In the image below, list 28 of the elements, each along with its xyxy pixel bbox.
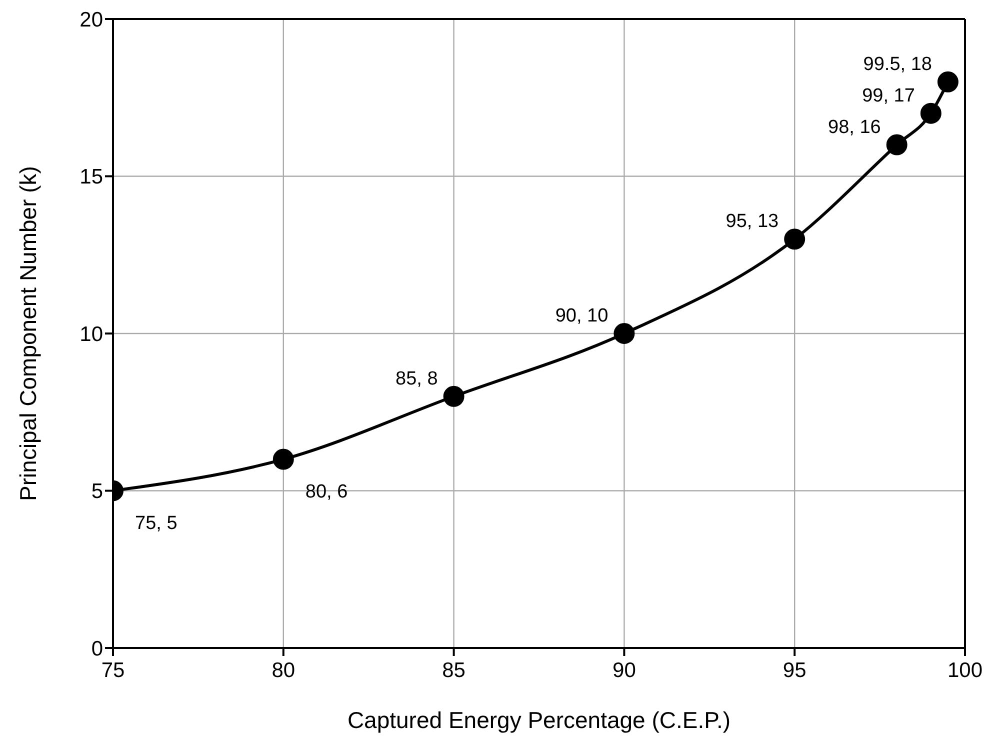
x-tick-label: 95	[782, 658, 806, 682]
point	[443, 386, 464, 407]
x-tick-label: 80	[272, 658, 296, 682]
data-label: 95, 13	[726, 211, 779, 232]
x-tick-label: 100	[947, 658, 983, 682]
data-label: 99.5, 18	[863, 54, 932, 75]
data-label: 99, 17	[862, 85, 915, 106]
data-label: 85, 8	[396, 368, 438, 390]
point	[920, 102, 942, 124]
x-axis-title: Captured Energy Percentage (C.E.P.)	[347, 707, 731, 733]
x-tick-label: 85	[442, 658, 466, 682]
y-tick-label: 5	[91, 480, 103, 504]
x-tick-label: 90	[612, 658, 636, 682]
data-label: 98, 16	[828, 116, 881, 138]
point	[886, 134, 908, 156]
point	[272, 448, 294, 470]
x-tick-label: 75	[101, 658, 125, 682]
point	[937, 71, 958, 92]
data-label: 80, 6	[305, 481, 348, 502]
data-label: 90, 10	[555, 306, 608, 326]
y-tick-label: 10	[80, 322, 103, 346]
y-tick-label: 20	[80, 8, 103, 32]
y-axis-title: Principal Component Number (k)	[15, 166, 42, 501]
y-tick-label: 0	[91, 637, 103, 660]
y-tick-label: 15	[80, 166, 103, 189]
point	[784, 228, 806, 250]
data-label: 75, 5	[135, 512, 178, 534]
point	[614, 323, 635, 344]
